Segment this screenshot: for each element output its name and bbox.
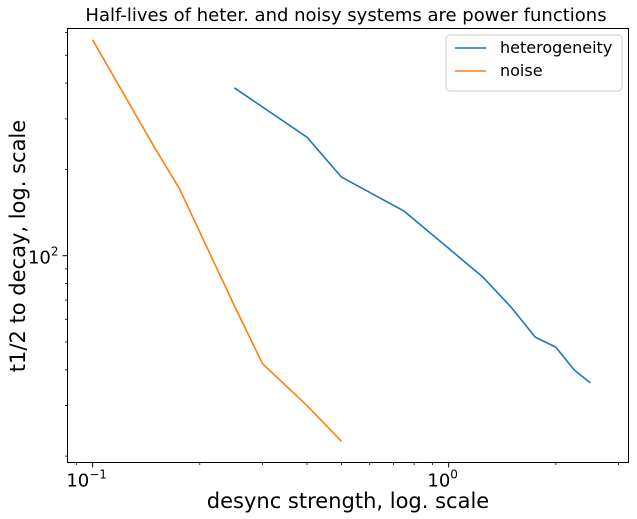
minor-ticks — [65, 32, 619, 465]
major-ticks: 10−1 100 102 — [28, 245, 458, 492]
x-tick-label: 10−1 — [66, 468, 107, 492]
series-layer — [91, 39, 591, 442]
chart-title: Half-lives of heter. and noisy systems a… — [85, 5, 606, 26]
y-axis-label: t1/2 to decay, log. scale — [6, 120, 30, 372]
legend-label-heterogeneity: heterogeneity — [500, 38, 612, 57]
series-line-noise — [91, 39, 343, 442]
series-line-heterogeneity — [233, 87, 591, 384]
plot-area — [67, 28, 629, 463]
x-axis-label: desync strength, log. scale — [207, 489, 489, 513]
legend-label-noise: noise — [500, 61, 543, 80]
legend-box — [445, 34, 623, 92]
x-tick-label: 100 — [427, 468, 458, 492]
legend: heterogeneity noise — [445, 34, 623, 92]
y-tick-label: 102 — [28, 245, 59, 269]
